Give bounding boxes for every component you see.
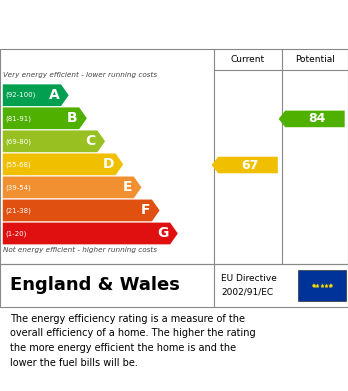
- Text: Very energy efficient - lower running costs: Very energy efficient - lower running co…: [3, 72, 158, 77]
- Text: (21-38): (21-38): [5, 207, 31, 214]
- Text: 2002/91/EC: 2002/91/EC: [221, 287, 273, 296]
- Text: England & Wales: England & Wales: [10, 276, 180, 294]
- Text: (1-20): (1-20): [5, 230, 26, 237]
- Polygon shape: [3, 108, 87, 129]
- Text: (92-100): (92-100): [5, 92, 35, 99]
- FancyBboxPatch shape: [298, 270, 346, 301]
- Text: (55-68): (55-68): [5, 161, 31, 168]
- Polygon shape: [3, 176, 141, 198]
- Text: Current: Current: [231, 55, 265, 64]
- Polygon shape: [3, 84, 69, 106]
- Text: The energy efficiency rating is a measure of the
overall efficiency of a home. T: The energy efficiency rating is a measur…: [10, 314, 256, 368]
- Text: D: D: [102, 157, 114, 171]
- Polygon shape: [3, 199, 160, 221]
- Text: (39-54): (39-54): [5, 184, 31, 191]
- Text: B: B: [67, 111, 78, 125]
- Polygon shape: [279, 111, 345, 127]
- Text: (81-91): (81-91): [5, 115, 31, 122]
- Polygon shape: [3, 222, 178, 244]
- Text: F: F: [141, 203, 150, 217]
- Polygon shape: [212, 157, 278, 173]
- Text: Energy Efficiency Rating: Energy Efficiency Rating: [10, 17, 232, 32]
- Text: E: E: [122, 180, 132, 194]
- Text: (69-80): (69-80): [5, 138, 31, 145]
- Text: EU Directive: EU Directive: [221, 274, 277, 283]
- Text: G: G: [157, 226, 168, 240]
- Text: Potential: Potential: [295, 55, 335, 64]
- Text: 84: 84: [308, 113, 325, 126]
- Text: C: C: [85, 135, 96, 148]
- Text: Not energy efficient - higher running costs: Not energy efficient - higher running co…: [3, 247, 158, 253]
- Polygon shape: [3, 154, 123, 175]
- Text: A: A: [48, 88, 59, 102]
- Polygon shape: [3, 131, 105, 152]
- Text: 67: 67: [241, 158, 258, 172]
